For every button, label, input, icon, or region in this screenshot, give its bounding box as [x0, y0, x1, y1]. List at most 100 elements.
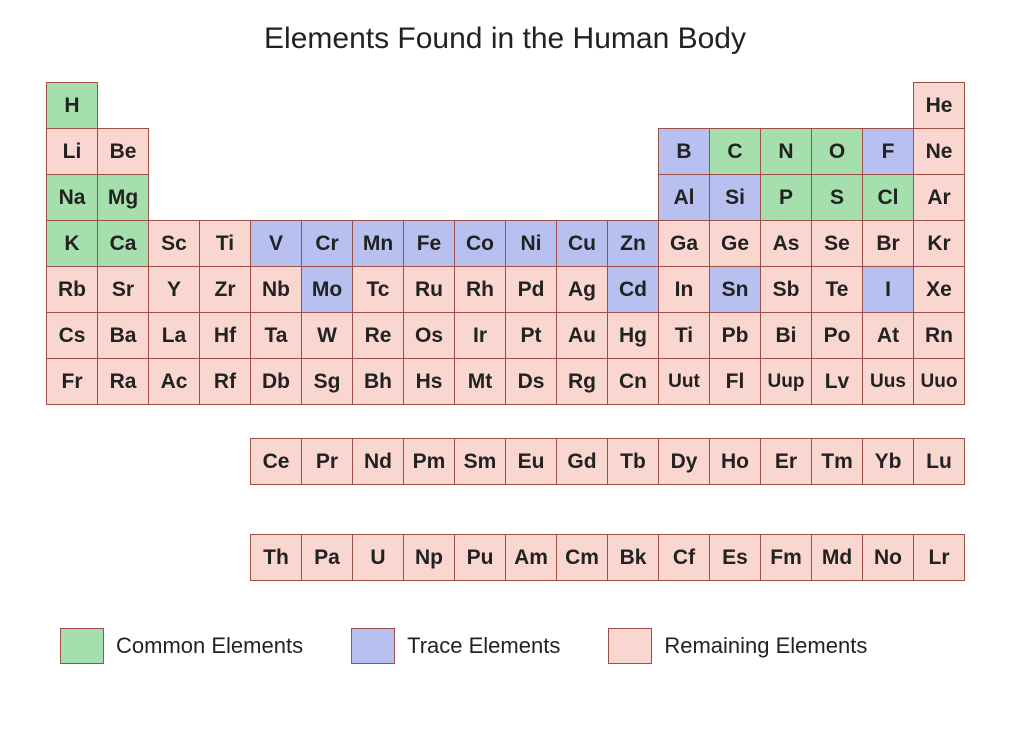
- element-symbol: Fm: [770, 546, 802, 570]
- element-symbol: Ra: [110, 370, 137, 394]
- element-cell-na: Na: [46, 174, 98, 221]
- element-cell-hg: Hg: [607, 312, 659, 359]
- element-symbol: Am: [514, 546, 548, 570]
- element-cell-u: U: [352, 534, 404, 581]
- element-cell-pu: Pu: [454, 534, 506, 581]
- element-cell-th: Th: [250, 534, 302, 581]
- element-cell-pt: Pt: [505, 312, 557, 359]
- periodic-table-lanthanides: CePrNdPmSmEuGdTbDyHoErTmYbLu: [250, 438, 964, 484]
- element-symbol: Cl: [878, 186, 899, 210]
- element-symbol: Ge: [721, 232, 749, 256]
- element-symbol: Dy: [671, 450, 698, 474]
- element-cell-br: Br: [862, 220, 914, 267]
- element-cell-uuo: Uuo: [913, 358, 965, 405]
- element-cell-bk: Bk: [607, 534, 659, 581]
- element-cell-ti: Ti: [658, 312, 710, 359]
- element-symbol: Cd: [619, 278, 647, 302]
- element-cell-cm: Cm: [556, 534, 608, 581]
- element-symbol: Cm: [565, 546, 599, 570]
- element-cell-mo: Mo: [301, 266, 353, 313]
- legend-item-remaining: Remaining Elements: [608, 628, 867, 664]
- element-cell-w: W: [301, 312, 353, 359]
- legend-label: Trace Elements: [407, 633, 560, 659]
- element-symbol: I: [885, 278, 891, 302]
- element-symbol: Po: [824, 324, 851, 348]
- element-cell-am: Am: [505, 534, 557, 581]
- element-cell-i: I: [862, 266, 914, 313]
- chart-title: Elements Found in the Human Body: [0, 22, 1010, 56]
- element-cell-os: Os: [403, 312, 455, 359]
- element-symbol: Tb: [620, 450, 646, 474]
- element-cell-sn: Sn: [709, 266, 761, 313]
- element-symbol: Mo: [312, 278, 342, 302]
- element-cell-cs: Cs: [46, 312, 98, 359]
- element-symbol: Be: [110, 140, 137, 164]
- element-cell-se: Se: [811, 220, 863, 267]
- element-symbol: Hg: [619, 324, 647, 348]
- element-cell-zn: Zn: [607, 220, 659, 267]
- element-symbol: Fr: [62, 370, 83, 394]
- element-cell-rn: Rn: [913, 312, 965, 359]
- element-symbol: B: [676, 140, 691, 164]
- element-symbol: Pa: [314, 546, 340, 570]
- element-symbol: Br: [876, 232, 899, 256]
- element-cell-fr: Fr: [46, 358, 98, 405]
- element-cell-rh: Rh: [454, 266, 506, 313]
- element-symbol: Yb: [875, 450, 902, 474]
- element-symbol: Ni: [521, 232, 542, 256]
- element-symbol: C: [727, 140, 742, 164]
- element-cell-ca: Ca: [97, 220, 149, 267]
- element-cell-ds: Ds: [505, 358, 557, 405]
- element-symbol: Zn: [620, 232, 646, 256]
- element-cell-ag: Ag: [556, 266, 608, 313]
- element-symbol: Sm: [464, 450, 497, 474]
- element-cell-no: No: [862, 534, 914, 581]
- element-cell-pd: Pd: [505, 266, 557, 313]
- element-cell-dy: Dy: [658, 438, 710, 485]
- element-cell-uus: Uus: [862, 358, 914, 405]
- element-symbol: Cf: [673, 546, 695, 570]
- element-symbol: Th: [263, 546, 289, 570]
- element-cell-ho: Ho: [709, 438, 761, 485]
- element-symbol: Pt: [521, 324, 542, 348]
- element-cell-bh: Bh: [352, 358, 404, 405]
- element-symbol: Xe: [926, 278, 952, 302]
- element-symbol: Sg: [314, 370, 341, 394]
- element-cell-al: Al: [658, 174, 710, 221]
- element-symbol: Pm: [413, 450, 446, 474]
- element-cell-co: Co: [454, 220, 506, 267]
- element-symbol: Ir: [473, 324, 487, 348]
- element-symbol: Bk: [620, 546, 647, 570]
- element-symbol: Bh: [364, 370, 392, 394]
- element-symbol: Os: [415, 324, 443, 348]
- element-symbol: Au: [568, 324, 596, 348]
- element-cell-ar: Ar: [913, 174, 965, 221]
- element-symbol: Ho: [721, 450, 749, 474]
- element-symbol: V: [269, 232, 283, 256]
- legend-swatch-common: [60, 628, 104, 664]
- element-cell-cn: Cn: [607, 358, 659, 405]
- element-symbol: Mn: [363, 232, 393, 256]
- element-cell-pb: Pb: [709, 312, 761, 359]
- element-cell-ge: Ge: [709, 220, 761, 267]
- element-symbol: Np: [415, 546, 443, 570]
- element-symbol: S: [830, 186, 844, 210]
- element-symbol: Mt: [468, 370, 493, 394]
- element-symbol: F: [882, 140, 895, 164]
- element-cell-h: H: [46, 82, 98, 129]
- element-cell-te: Te: [811, 266, 863, 313]
- element-symbol: Sb: [773, 278, 800, 302]
- element-cell-pa: Pa: [301, 534, 353, 581]
- element-symbol: Y: [167, 278, 181, 302]
- element-cell-cl: Cl: [862, 174, 914, 221]
- element-symbol: Md: [822, 546, 852, 570]
- element-cell-as: As: [760, 220, 812, 267]
- element-cell-tb: Tb: [607, 438, 659, 485]
- element-cell-mn: Mn: [352, 220, 404, 267]
- element-symbol: Sc: [161, 232, 187, 256]
- element-symbol: Ag: [568, 278, 596, 302]
- element-cell-cu: Cu: [556, 220, 608, 267]
- element-cell-ba: Ba: [97, 312, 149, 359]
- element-symbol: Ac: [161, 370, 188, 394]
- element-cell-sg: Sg: [301, 358, 353, 405]
